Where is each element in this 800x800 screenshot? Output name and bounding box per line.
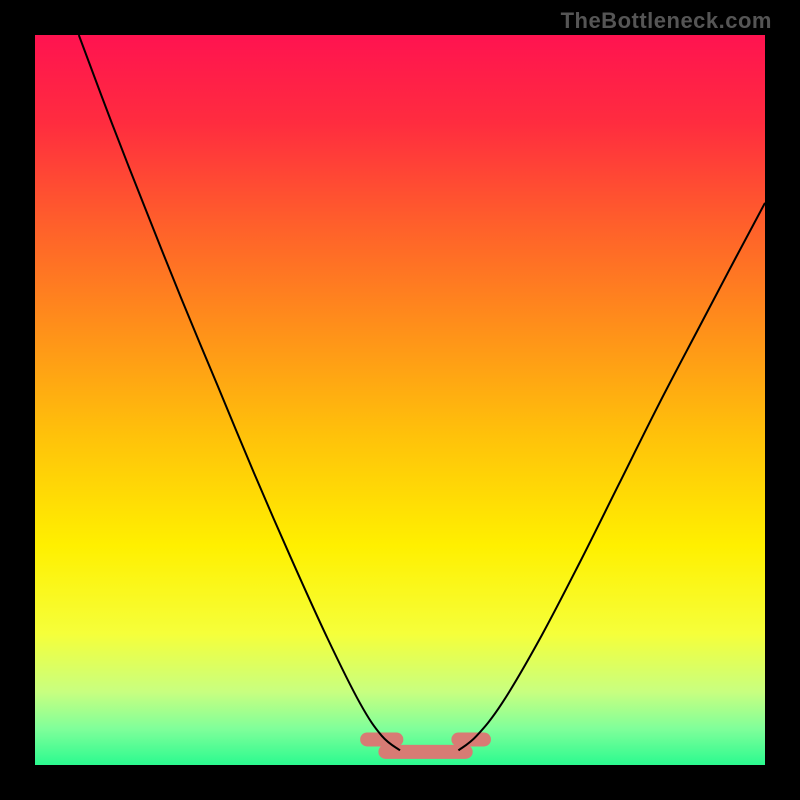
watermark-text: TheBottleneck.com [561,8,772,34]
bottleneck-chart [35,35,765,765]
chart-background [35,35,765,765]
chart-svg [35,35,765,765]
